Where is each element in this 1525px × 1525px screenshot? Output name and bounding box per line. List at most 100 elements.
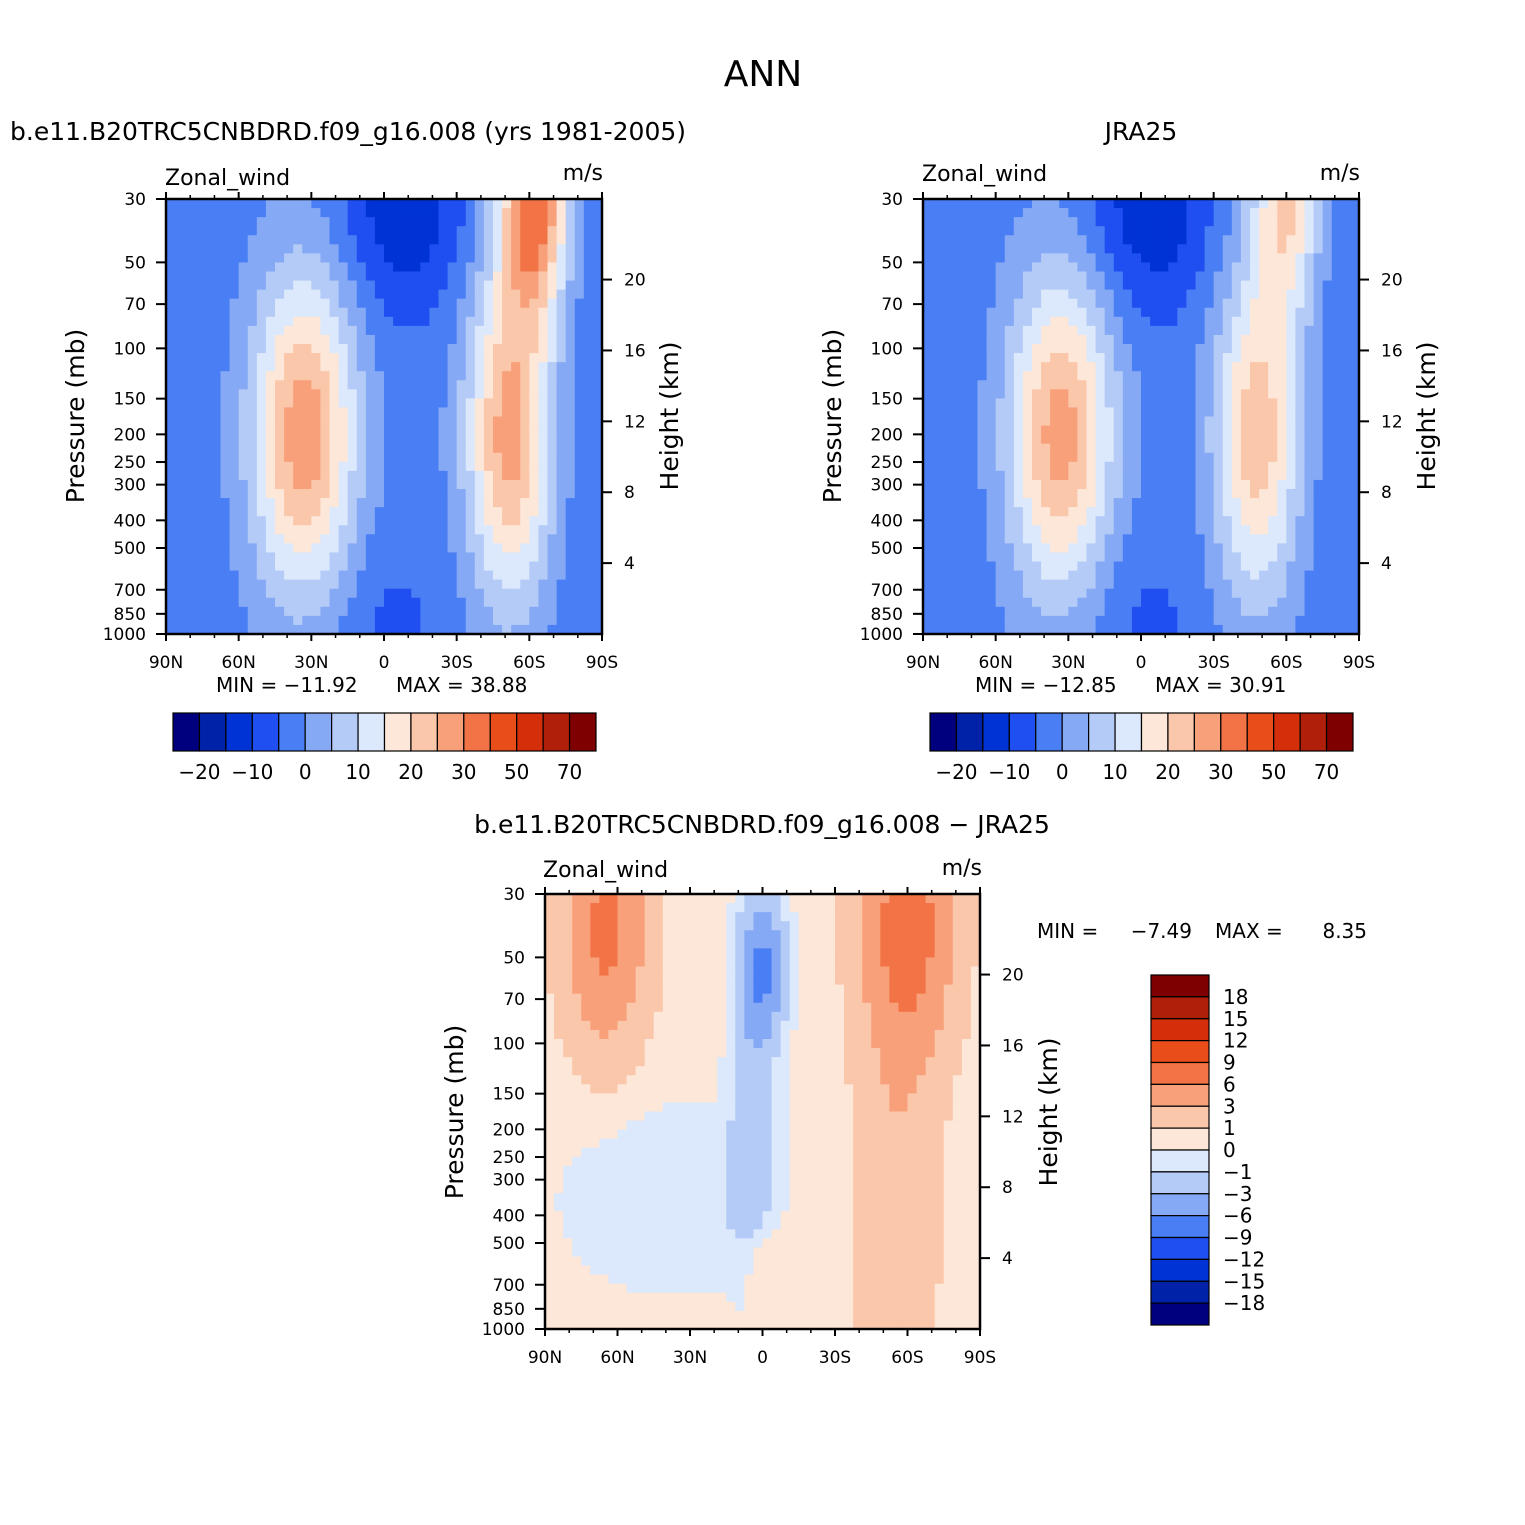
contour-cell: [592, 398, 603, 409]
contour-cell: [384, 262, 394, 273]
contour-cell: [1004, 434, 1015, 445]
contour-cell: [1032, 253, 1042, 264]
contour-cell: [986, 316, 997, 327]
contour-cell: [1022, 461, 1033, 472]
contour-cell: [977, 534, 988, 544]
contour-cell: [1304, 380, 1315, 390]
contour-cell: [959, 244, 970, 254]
contour-cell: [932, 543, 942, 554]
contour-cell: [311, 344, 322, 354]
contour-cell: [807, 894, 818, 904]
contour-cell: [284, 489, 294, 499]
contour-cell: [1186, 289, 1197, 300]
contour-cell: [166, 606, 176, 617]
contour-cell: [256, 615, 267, 626]
contour-cell: [1204, 334, 1215, 345]
contour-cell: [1286, 507, 1297, 517]
panel-obs-ylabel: Pressure (mb): [818, 329, 847, 503]
contour-cell: [284, 226, 294, 236]
contour-cell: [592, 289, 603, 300]
contour-cell: [1340, 407, 1351, 418]
contour-cell: [1250, 280, 1260, 291]
contour-cell: [1222, 316, 1233, 327]
contour-cell: [762, 903, 773, 913]
contour-cell: [193, 371, 203, 381]
contour-cell: [293, 334, 303, 345]
contour-cell: [1077, 199, 1088, 209]
contour-cell: [1168, 325, 1178, 336]
contour-cell: [393, 334, 403, 345]
contour-cell: [365, 208, 376, 218]
contour-cell: [329, 398, 340, 409]
contour-cell: [941, 416, 951, 427]
contour-cell: [302, 344, 312, 354]
contour-cell: [538, 208, 549, 218]
contour-cell: [986, 226, 997, 236]
contour-cell: [1059, 398, 1069, 409]
contour-cell: [529, 398, 540, 409]
contour-cell: [265, 298, 276, 309]
contour-cell: [986, 489, 997, 499]
contour-cell: [384, 407, 394, 418]
contour-cell: [447, 407, 458, 418]
contour-cell: [202, 443, 213, 454]
contour-cell: [977, 280, 988, 291]
contour-cell: [538, 262, 549, 273]
y-tick-label: 250: [114, 453, 146, 473]
contour-cell: [941, 262, 951, 273]
contour-cell: [402, 479, 412, 490]
contour-cell: [574, 425, 585, 436]
contour-cell: [1213, 425, 1224, 436]
contour-cell: [293, 561, 303, 572]
contour-cell: [438, 244, 449, 254]
contour-cell: [977, 262, 988, 273]
contour-cell: [1050, 353, 1060, 363]
contour-cell: [970, 903, 981, 913]
contour-cell: [293, 289, 303, 300]
contour-cell: [1095, 235, 1106, 245]
contour-cell: [329, 534, 340, 544]
contour-cell: [690, 903, 700, 913]
contour-cell: [175, 425, 185, 436]
contour-cell: [1131, 334, 1142, 345]
contour-cell: [1304, 208, 1315, 218]
contour-cell: [393, 461, 403, 472]
contour-cell: [193, 561, 203, 572]
contour-cell: [923, 570, 933, 581]
contour-cell: [1295, 479, 1306, 490]
contour-cell: [1186, 307, 1197, 318]
contour-cell: [563, 903, 573, 913]
contour-cell: [202, 525, 213, 535]
contour-cell: [293, 552, 303, 563]
contour-cell: [932, 289, 942, 300]
contour-cell: [529, 389, 540, 399]
contour-cell: [574, 624, 585, 635]
contour-cell: [1068, 416, 1079, 427]
contour-cell: [1231, 552, 1242, 563]
contour-cell: [175, 325, 185, 336]
contour-cell: [977, 244, 988, 254]
contour-cell: [529, 244, 540, 254]
contour-cell: [311, 262, 322, 273]
contour-cell: [1004, 244, 1015, 254]
contour-cell: [193, 479, 203, 490]
contour-cell: [293, 407, 303, 418]
contour-cell: [538, 344, 549, 354]
contour-cell: [265, 425, 276, 436]
contour-cell: [1086, 479, 1097, 490]
contour-cell: [429, 561, 440, 572]
contour-cell: [1032, 543, 1042, 554]
contour-cell: [166, 217, 176, 227]
contour-cell: [744, 912, 755, 922]
contour-cell: [365, 579, 376, 590]
contour-cell: [1168, 407, 1178, 418]
contour-cell: [932, 597, 942, 608]
contour-cell: [338, 307, 349, 318]
colorbar-label: −20: [178, 760, 220, 784]
contour-cell: [941, 452, 951, 463]
contour-cell: [511, 199, 521, 209]
contour-cell: [545, 903, 555, 913]
contour-cell: [1104, 606, 1115, 617]
contour-cell: [184, 217, 194, 227]
contour-cell: [995, 253, 1006, 264]
